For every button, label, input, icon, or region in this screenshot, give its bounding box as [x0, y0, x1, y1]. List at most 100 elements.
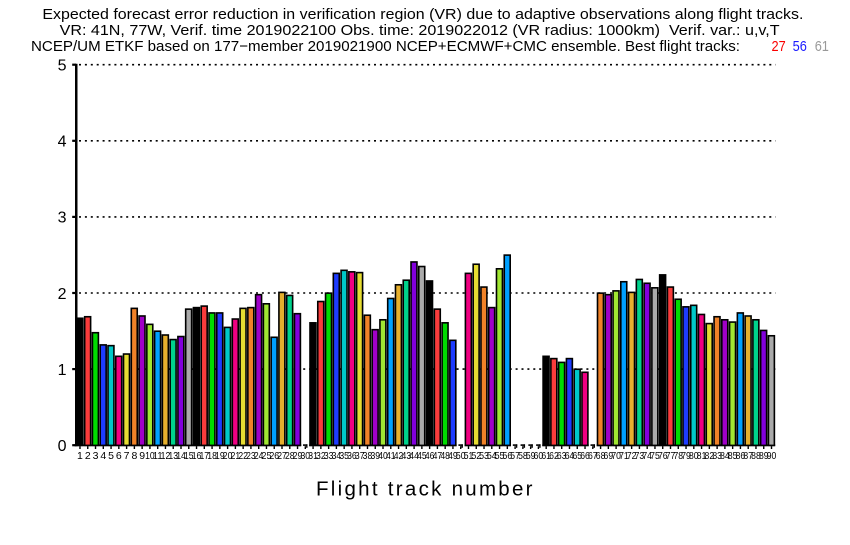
- svg-text:32: 32: [316, 450, 326, 462]
- svg-text:79: 79: [681, 450, 691, 462]
- svg-text:27: 27: [277, 450, 287, 462]
- svg-text:20: 20: [223, 450, 233, 462]
- svg-text:9: 9: [139, 450, 145, 462]
- svg-text:2: 2: [85, 450, 91, 462]
- svg-text:50: 50: [456, 450, 466, 462]
- svg-text:46: 46: [425, 450, 435, 462]
- svg-text:5: 5: [58, 58, 67, 75]
- svg-text:82: 82: [705, 450, 715, 462]
- svg-text:Flight track number: Flight track number: [316, 478, 533, 501]
- svg-text:17: 17: [200, 450, 210, 462]
- svg-text:10: 10: [145, 450, 155, 462]
- svg-text:45: 45: [417, 450, 427, 462]
- svg-text:NCEP/UM ETKF based on 177−memb: NCEP/UM ETKF based on 177−member 2019021…: [31, 38, 740, 55]
- svg-text:19: 19: [215, 450, 225, 462]
- svg-text:64: 64: [565, 450, 575, 462]
- svg-text:31: 31: [308, 450, 318, 462]
- svg-text:78: 78: [673, 450, 683, 462]
- svg-text:1: 1: [58, 362, 67, 379]
- svg-text:70: 70: [611, 450, 621, 462]
- svg-text:62: 62: [549, 450, 559, 462]
- svg-text:84: 84: [720, 450, 730, 462]
- svg-text:74: 74: [642, 450, 652, 462]
- svg-text:4: 4: [58, 134, 67, 151]
- svg-text:VR: 41N, 77W, Verif. time 2019: VR: 41N, 77W, Verif. time 2019022100 Obs…: [60, 22, 780, 39]
- svg-text:68: 68: [596, 450, 606, 462]
- svg-text:77: 77: [666, 450, 676, 462]
- svg-text:56: 56: [793, 38, 807, 55]
- svg-text:69: 69: [604, 450, 614, 462]
- svg-text:2: 2: [58, 286, 67, 303]
- svg-text:80: 80: [689, 450, 699, 462]
- svg-text:90: 90: [767, 450, 777, 462]
- svg-text:24: 24: [254, 450, 264, 462]
- svg-text:3: 3: [93, 450, 99, 462]
- svg-text:0: 0: [58, 438, 67, 455]
- svg-text:7: 7: [124, 450, 130, 462]
- svg-text:59: 59: [526, 450, 536, 462]
- svg-text:8: 8: [131, 450, 137, 462]
- svg-text:36: 36: [347, 450, 357, 462]
- svg-text:57: 57: [510, 450, 520, 462]
- svg-text:1: 1: [77, 450, 83, 462]
- svg-text:81: 81: [697, 450, 707, 462]
- svg-text:26: 26: [269, 450, 279, 462]
- svg-text:27: 27: [772, 38, 786, 55]
- svg-text:Expected forecast error reduct: Expected forecast error reduction in ver…: [42, 6, 803, 23]
- svg-text:34: 34: [332, 450, 342, 462]
- svg-text:89: 89: [759, 450, 769, 462]
- svg-text:44: 44: [409, 450, 419, 462]
- svg-text:37: 37: [355, 450, 365, 462]
- svg-text:40: 40: [378, 450, 388, 462]
- svg-text:21: 21: [231, 450, 241, 462]
- svg-text:22: 22: [238, 450, 248, 462]
- svg-text:63: 63: [557, 450, 567, 462]
- svg-text:14: 14: [176, 450, 186, 462]
- svg-text:86: 86: [736, 450, 746, 462]
- svg-text:15: 15: [184, 450, 194, 462]
- svg-text:76: 76: [658, 450, 668, 462]
- svg-text:61: 61: [815, 38, 829, 55]
- svg-text:83: 83: [712, 450, 722, 462]
- svg-text:72: 72: [627, 450, 637, 462]
- svg-text:52: 52: [471, 450, 481, 462]
- svg-text:54: 54: [487, 450, 497, 462]
- svg-text:30: 30: [301, 450, 311, 462]
- svg-text:85: 85: [728, 450, 738, 462]
- svg-text:42: 42: [394, 450, 404, 462]
- svg-text:6: 6: [116, 450, 122, 462]
- svg-text:38: 38: [363, 450, 373, 462]
- svg-text:13: 13: [168, 450, 178, 462]
- svg-text:4: 4: [100, 450, 106, 462]
- svg-text:55: 55: [495, 450, 505, 462]
- svg-text:16: 16: [192, 450, 202, 462]
- svg-text:43: 43: [402, 450, 412, 462]
- svg-text:18: 18: [207, 450, 217, 462]
- svg-text:41: 41: [386, 450, 396, 462]
- svg-text:25: 25: [262, 450, 272, 462]
- svg-text:33: 33: [324, 450, 334, 462]
- svg-text:12: 12: [161, 450, 171, 462]
- svg-text:47: 47: [433, 450, 443, 462]
- svg-text:58: 58: [518, 450, 528, 462]
- svg-text:66: 66: [580, 450, 590, 462]
- svg-text:65: 65: [572, 450, 582, 462]
- svg-text:87: 87: [743, 450, 753, 462]
- svg-text:75: 75: [650, 450, 660, 462]
- svg-text:71: 71: [619, 450, 629, 462]
- svg-text:60: 60: [534, 450, 544, 462]
- svg-text:3: 3: [58, 210, 67, 227]
- svg-text:48: 48: [440, 450, 450, 462]
- svg-text:11: 11: [153, 450, 163, 462]
- svg-text:23: 23: [246, 450, 256, 462]
- svg-text:61: 61: [541, 450, 551, 462]
- svg-text:67: 67: [588, 450, 598, 462]
- svg-text:56: 56: [503, 450, 513, 462]
- svg-text:28: 28: [285, 450, 295, 462]
- svg-text:49: 49: [448, 450, 458, 462]
- svg-text:39: 39: [370, 450, 380, 462]
- svg-text:35: 35: [339, 450, 349, 462]
- svg-text:29: 29: [293, 450, 303, 462]
- svg-text:51: 51: [464, 450, 474, 462]
- svg-text:73: 73: [635, 450, 645, 462]
